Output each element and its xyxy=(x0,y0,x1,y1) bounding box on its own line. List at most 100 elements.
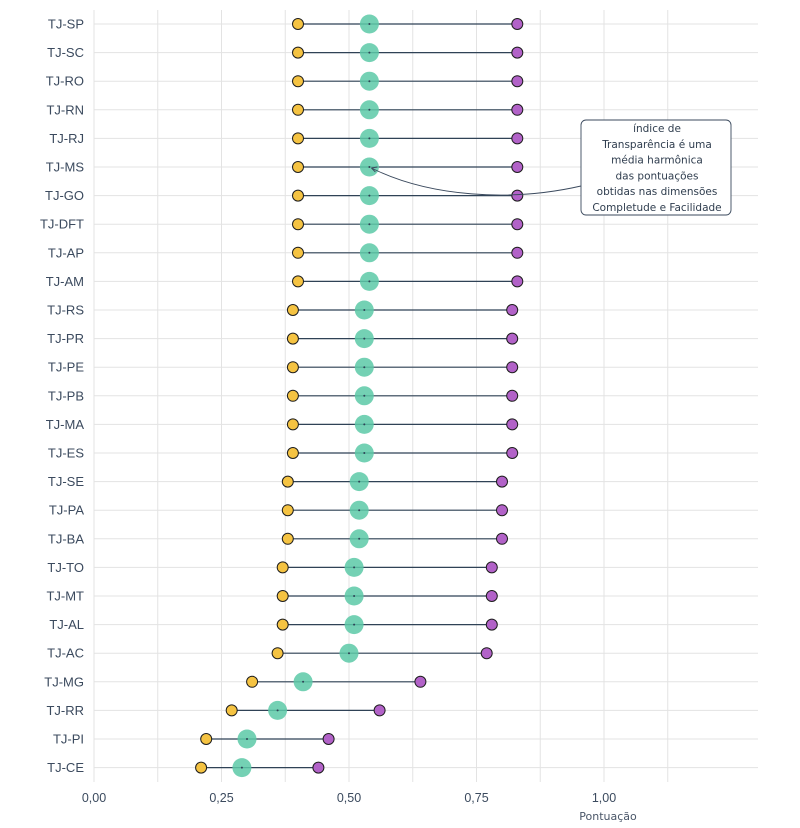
y-tick-label: TJ-PR xyxy=(47,331,84,346)
low-point xyxy=(286,361,299,374)
dumbbell-row xyxy=(292,128,524,148)
annotation-callout: índice de Transparência é uma média harmôn… xyxy=(371,119,732,216)
dumbbell-row xyxy=(286,300,519,320)
dumbbell-row xyxy=(292,71,524,91)
annotation-line: Completude e Facilidade xyxy=(592,202,721,214)
x-axis-label: Pontuação xyxy=(579,810,637,823)
y-tick-label: TJ-AP xyxy=(48,245,84,260)
mid-point-center xyxy=(363,337,366,340)
dumbbell-row xyxy=(281,529,508,549)
high-point xyxy=(511,18,524,30)
high-point xyxy=(506,332,519,345)
x-tick-label: 0,50 xyxy=(337,791,361,805)
high-point xyxy=(511,161,524,173)
x-tick-label: 0,75 xyxy=(464,791,488,805)
x-tick-label: 1,00 xyxy=(592,791,616,805)
mid-point-center xyxy=(240,766,243,769)
mid-point-center xyxy=(368,166,371,168)
dumbbell-row xyxy=(286,357,519,377)
high-point xyxy=(480,647,493,660)
annotation-line: obtidas nas dimensões xyxy=(597,186,718,198)
y-tick-label: TJ-PI xyxy=(53,732,84,747)
y-tick-label: TJ-PA xyxy=(49,503,84,518)
high-point xyxy=(506,418,519,431)
high-point xyxy=(485,618,498,631)
low-point xyxy=(292,132,304,145)
low-point xyxy=(292,189,304,202)
high-point xyxy=(511,46,524,59)
mid-point-center xyxy=(363,394,366,397)
y-axis: TJ-SP TJ-SC TJ-RO TJ-RN TJ-RJ TJ-MS TJ-GO TJ-DF… xyxy=(40,17,84,776)
y-tick-label: TJ-RR xyxy=(46,703,84,718)
x-tick-label: 0,00 xyxy=(82,791,106,805)
mid-point-center xyxy=(353,566,356,569)
dumbbell-row xyxy=(286,329,519,349)
low-point xyxy=(281,475,294,488)
high-point xyxy=(506,389,519,402)
dumbbell-row xyxy=(292,243,524,263)
low-point xyxy=(286,447,299,459)
y-tick-label: TJ-ES xyxy=(48,446,84,461)
y-tick-label: TJ-AM xyxy=(46,274,84,289)
low-point xyxy=(271,647,284,660)
y-tick-label: TJ-RN xyxy=(46,102,84,117)
mid-point-center xyxy=(358,537,361,540)
low-point xyxy=(286,389,299,402)
y-tick-label: TJ-DFT xyxy=(40,217,84,232)
dumbbell-row xyxy=(292,100,524,120)
low-point xyxy=(246,675,259,688)
mid-point-center xyxy=(276,709,279,712)
low-point xyxy=(292,246,304,259)
y-tick-label: TJ-AL xyxy=(49,617,84,632)
mid-point-center xyxy=(368,280,371,283)
x-tick-label: 0,25 xyxy=(209,791,233,805)
low-point xyxy=(286,304,299,316)
low-point xyxy=(292,75,304,88)
mid-point-center xyxy=(368,108,371,111)
high-point xyxy=(511,246,524,259)
low-point xyxy=(292,103,304,116)
dumbbell-row xyxy=(281,500,508,520)
low-point xyxy=(276,561,289,574)
low-point xyxy=(276,590,289,602)
high-point xyxy=(485,590,498,602)
mid-point-center xyxy=(358,480,361,483)
mid-point-center xyxy=(368,223,371,226)
dumbbell-row xyxy=(286,443,519,463)
y-tick-label: TJ-GO xyxy=(45,188,84,203)
mid-point-center xyxy=(363,423,366,426)
y-tick-label: TJ-MT xyxy=(46,589,84,604)
mid-point-center xyxy=(368,80,371,83)
dumbbell-row xyxy=(292,214,524,234)
mid-point-center xyxy=(368,194,371,197)
mid-point-center xyxy=(368,251,371,254)
dumbbell-row xyxy=(276,615,498,635)
y-tick-label: TJ-TO xyxy=(47,560,84,575)
mid-point-center xyxy=(358,509,361,512)
annotation-line: Transparência é uma xyxy=(601,139,712,151)
annotation-arrow xyxy=(371,167,582,196)
dumbbell-row xyxy=(225,700,386,720)
y-tick-label: TJ-BA xyxy=(48,531,84,546)
mid-point-center xyxy=(368,23,371,25)
y-tick-label: TJ-RO xyxy=(46,74,84,89)
dumbbell-row xyxy=(246,672,427,692)
high-point xyxy=(496,532,508,545)
annotation-line: das pontuações xyxy=(616,170,699,182)
dumbbell-row xyxy=(271,643,493,663)
y-tick-label: TJ-PB xyxy=(48,388,84,403)
high-point xyxy=(511,132,524,145)
y-tick-label: TJ-CE xyxy=(47,760,84,775)
low-point xyxy=(200,733,213,745)
low-point xyxy=(281,504,294,517)
high-point xyxy=(485,561,498,574)
low-point xyxy=(292,218,304,231)
mid-point-center xyxy=(368,51,371,54)
y-tick-label: TJ-SP xyxy=(48,17,84,32)
y-tick-label: TJ-SE xyxy=(48,474,84,489)
y-tick-label: TJ-MS xyxy=(46,160,85,175)
dumbbell-row xyxy=(286,386,519,406)
mid-point-center xyxy=(302,680,305,683)
dumbbell-row xyxy=(292,186,524,206)
